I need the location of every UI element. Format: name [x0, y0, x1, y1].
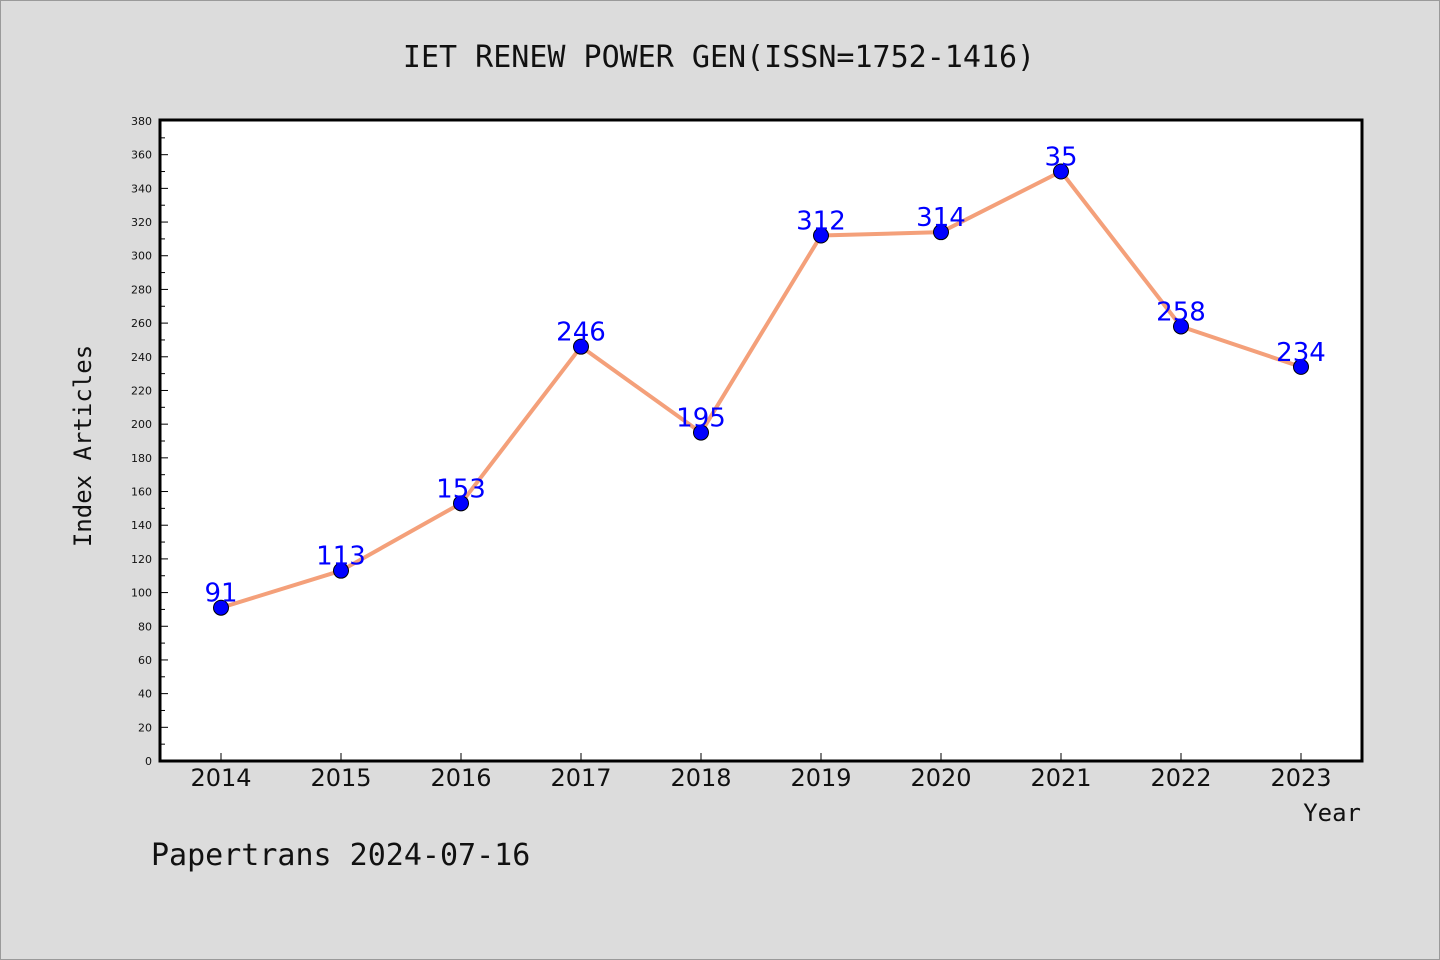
y-tick-label: 240	[131, 351, 152, 364]
data-label: 113	[316, 542, 366, 572]
y-tick-label: 300	[131, 250, 152, 263]
x-tick-label: 2018	[670, 764, 731, 792]
data-point	[813, 227, 829, 244]
data-point	[933, 224, 949, 241]
data-label: 234	[1276, 338, 1326, 368]
y-tick-label: 20	[138, 721, 152, 734]
x-tick-label: 2014	[190, 764, 251, 792]
x-axis-label: Year	[1303, 799, 1361, 827]
x-tick-label: 2021	[1030, 764, 1091, 792]
y-tick-label: 40	[138, 688, 152, 701]
data-label: 258	[1156, 297, 1206, 327]
x-tick-label: 2015	[310, 764, 371, 792]
data-point	[1293, 358, 1309, 375]
y-tick-label: 0	[145, 755, 152, 768]
x-tick-label: 2020	[910, 764, 971, 792]
series-group: 91 113 153 246 195 312 314 35 258 234	[204, 143, 1326, 616]
data-point	[453, 495, 469, 512]
x-tick-label: 2023	[1270, 764, 1331, 792]
data-label: 195	[676, 404, 726, 434]
data-point	[1173, 318, 1189, 335]
y-tick-label: 220	[131, 384, 152, 397]
y-tick-label: 260	[131, 317, 152, 330]
y-tick-label: 100	[131, 587, 152, 600]
y-axis-label: Index Articles	[69, 345, 97, 547]
x-axis: 2014 2015 2016 2017 2018 2019 2020 2021 2022 2023	[190, 753, 1332, 792]
y-tick-label: 320	[131, 216, 152, 229]
y-tick-label: 280	[131, 283, 152, 296]
data-label: 246	[556, 318, 606, 348]
y-tick-label: 80	[138, 620, 152, 633]
x-tick-label: 2022	[1150, 764, 1211, 792]
chart-title: IET RENEW POWER GEN(ISSN=1752-1416)	[403, 40, 1035, 75]
y-tick-label: 120	[131, 553, 152, 566]
x-tick-label: 2019	[790, 764, 851, 792]
data-point	[1053, 163, 1069, 180]
y-tick-label: 360	[131, 149, 152, 162]
y-axis: 0 20 40 60 80 100 120 140 160 180 200 220 240 260 280 3…	[131, 115, 168, 768]
data-label: 314	[916, 203, 966, 233]
footer-text: Papertrans 2024-07-16	[151, 838, 530, 873]
data-label: 35	[1044, 143, 1077, 173]
data-label: 153	[436, 474, 486, 504]
data-label: 91	[204, 579, 237, 609]
series-line	[220, 169, 1302, 610]
x-tick-label: 2017	[550, 764, 611, 792]
y-tick-label: 180	[131, 452, 152, 465]
data-label: 312	[796, 207, 846, 237]
y-tick-label: 380	[131, 115, 152, 128]
y-tick-label: 60	[138, 654, 152, 667]
data-point	[213, 599, 229, 616]
y-tick-label: 160	[131, 486, 152, 499]
data-point	[333, 562, 349, 579]
data-point	[573, 338, 589, 355]
plot-area	[158, 118, 1364, 763]
y-tick-label: 340	[131, 182, 152, 195]
data-point	[693, 424, 709, 441]
x-tick-label: 2016	[430, 764, 491, 792]
y-tick-label: 200	[131, 418, 152, 431]
y-tick-label: 140	[131, 519, 152, 532]
